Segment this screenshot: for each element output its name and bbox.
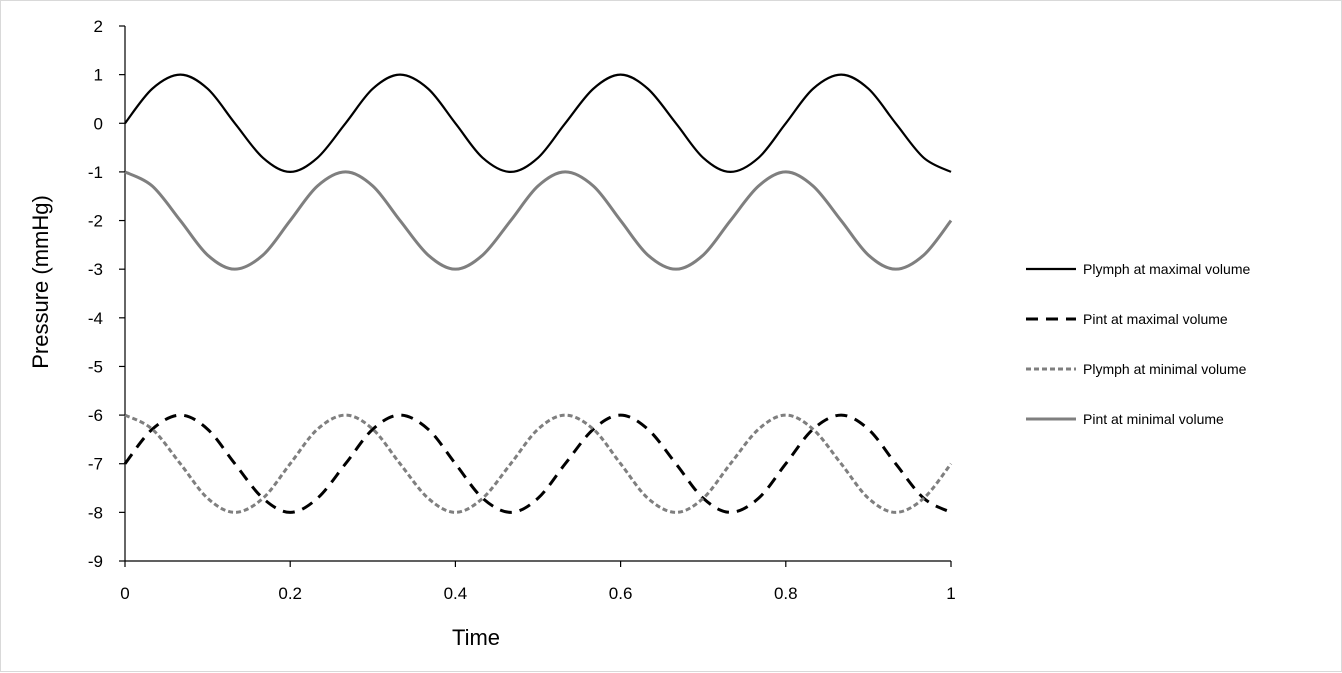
y-tick-label: 1	[94, 66, 103, 85]
x-tick-label: 0.4	[444, 584, 468, 603]
y-tick-label: 2	[94, 17, 103, 36]
x-tick-label: 0.2	[278, 584, 302, 603]
series-line-1	[124, 73, 952, 174]
y-tick-label: -7	[88, 455, 103, 474]
y-tick-label: -4	[88, 309, 103, 328]
plot-area: 2 1 0 -1 -2 -3 -4 -5 -6 -7 -8 -9 0 0.2 0.4 0.6 0.8 1	[88, 17, 956, 603]
x-axis-title: Time	[452, 625, 500, 650]
legend-label: Plymph at minimal volume	[1083, 361, 1247, 377]
y-tick-label: -1	[88, 163, 103, 182]
x-tick-label: 0.8	[774, 584, 798, 603]
legend-label: Pint at minimal volume	[1083, 411, 1224, 427]
y-tick-label: -5	[88, 357, 103, 376]
legend-label: Pint at maximal volume	[1083, 311, 1228, 327]
y-tick-label: -8	[88, 503, 103, 522]
y-tick-label: -3	[88, 260, 103, 279]
y-tick-label: -9	[88, 552, 103, 571]
x-tick-label: 1	[946, 584, 955, 603]
legend: Plymph at maximal volume Pint at maximal …	[1026, 261, 1250, 427]
y-tick-label: -6	[88, 406, 103, 425]
series-line-2	[123, 413, 952, 514]
y-axis-ticks: 2 1 0 -1 -2 -3 -4 -5 -6 -7 -8 -9	[88, 17, 125, 571]
series-line-3	[124, 413, 953, 514]
legend-label: Plymph at maximal volume	[1083, 261, 1250, 277]
series-line-4	[124, 170, 953, 271]
series-group	[123, 73, 953, 514]
y-tick-label: 0	[94, 114, 103, 133]
y-axis-title: Pressure (mmHg)	[28, 195, 53, 369]
y-tick-label: -2	[88, 212, 103, 231]
x-tick-label: 0.6	[609, 584, 633, 603]
x-tick-label: 0	[120, 584, 129, 603]
x-axis-ticks: 0 0.2 0.4 0.6 0.8 1	[120, 561, 956, 603]
